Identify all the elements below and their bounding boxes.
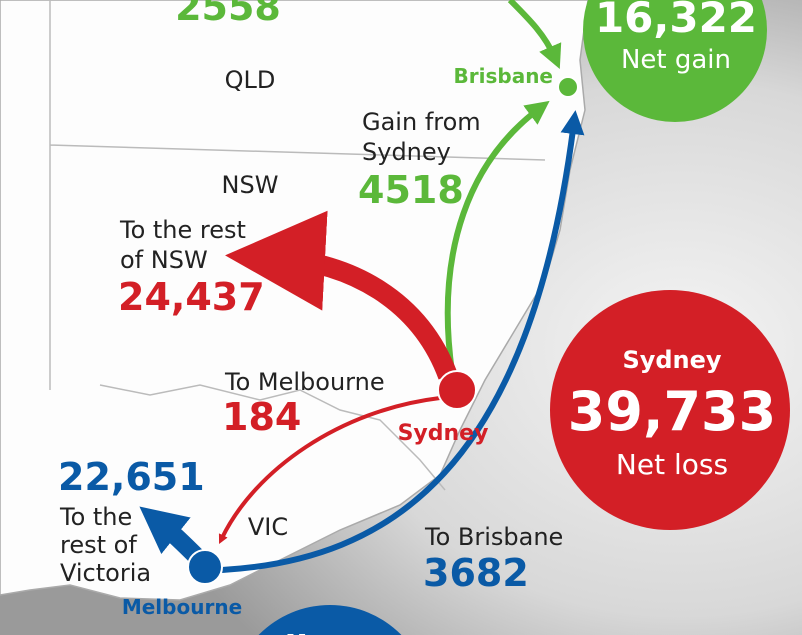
flow-value: 22,651 xyxy=(58,455,205,499)
flow-label: To Brisbane xyxy=(424,523,563,551)
flow-label: Sydney xyxy=(362,138,451,166)
flow-label: To Melbourne xyxy=(224,368,385,396)
flow-arrow xyxy=(444,100,550,373)
city-dot xyxy=(187,549,223,585)
flow-value: 24,437 xyxy=(118,275,265,319)
city-label: Sydney xyxy=(398,421,489,446)
summary-caption: Net gain xyxy=(621,45,731,75)
flow-label: Gain from xyxy=(362,108,481,136)
flow-value: 3682 xyxy=(423,551,529,595)
flow-arrow xyxy=(218,396,441,545)
city-dot xyxy=(557,76,579,98)
city-label: Brisbane xyxy=(454,64,553,88)
flow-value: 4518 xyxy=(358,168,464,212)
value-label: 2558 xyxy=(175,0,281,29)
city-dot xyxy=(437,370,477,410)
summary-caption: Net loss xyxy=(616,448,728,481)
state-label: QLD xyxy=(225,66,276,94)
city-label: Melbourne xyxy=(122,595,242,619)
flow-label: Victoria xyxy=(60,559,151,587)
state-label: NSW xyxy=(222,171,279,199)
summary-value: 39,733 xyxy=(568,380,776,443)
flow-label: rest of xyxy=(60,531,137,559)
brisbane-circle xyxy=(583,0,767,122)
state-label: VIC xyxy=(248,513,288,541)
state-border xyxy=(49,0,546,491)
summary-value: 16,322 xyxy=(595,0,757,42)
flow-value: 184 xyxy=(222,395,301,439)
summary-title: Melbourne xyxy=(228,629,432,635)
flow-label: of NSW xyxy=(120,246,208,274)
summary-title: Sydney xyxy=(622,346,721,374)
flow-arrow xyxy=(507,0,562,70)
flow-label: To the rest xyxy=(119,216,246,244)
sydney-circle xyxy=(550,290,790,530)
flow-label: To the xyxy=(59,503,132,531)
flow-arrow xyxy=(221,110,585,573)
melbourne-circle xyxy=(258,605,402,635)
flow-arrow xyxy=(225,210,458,380)
